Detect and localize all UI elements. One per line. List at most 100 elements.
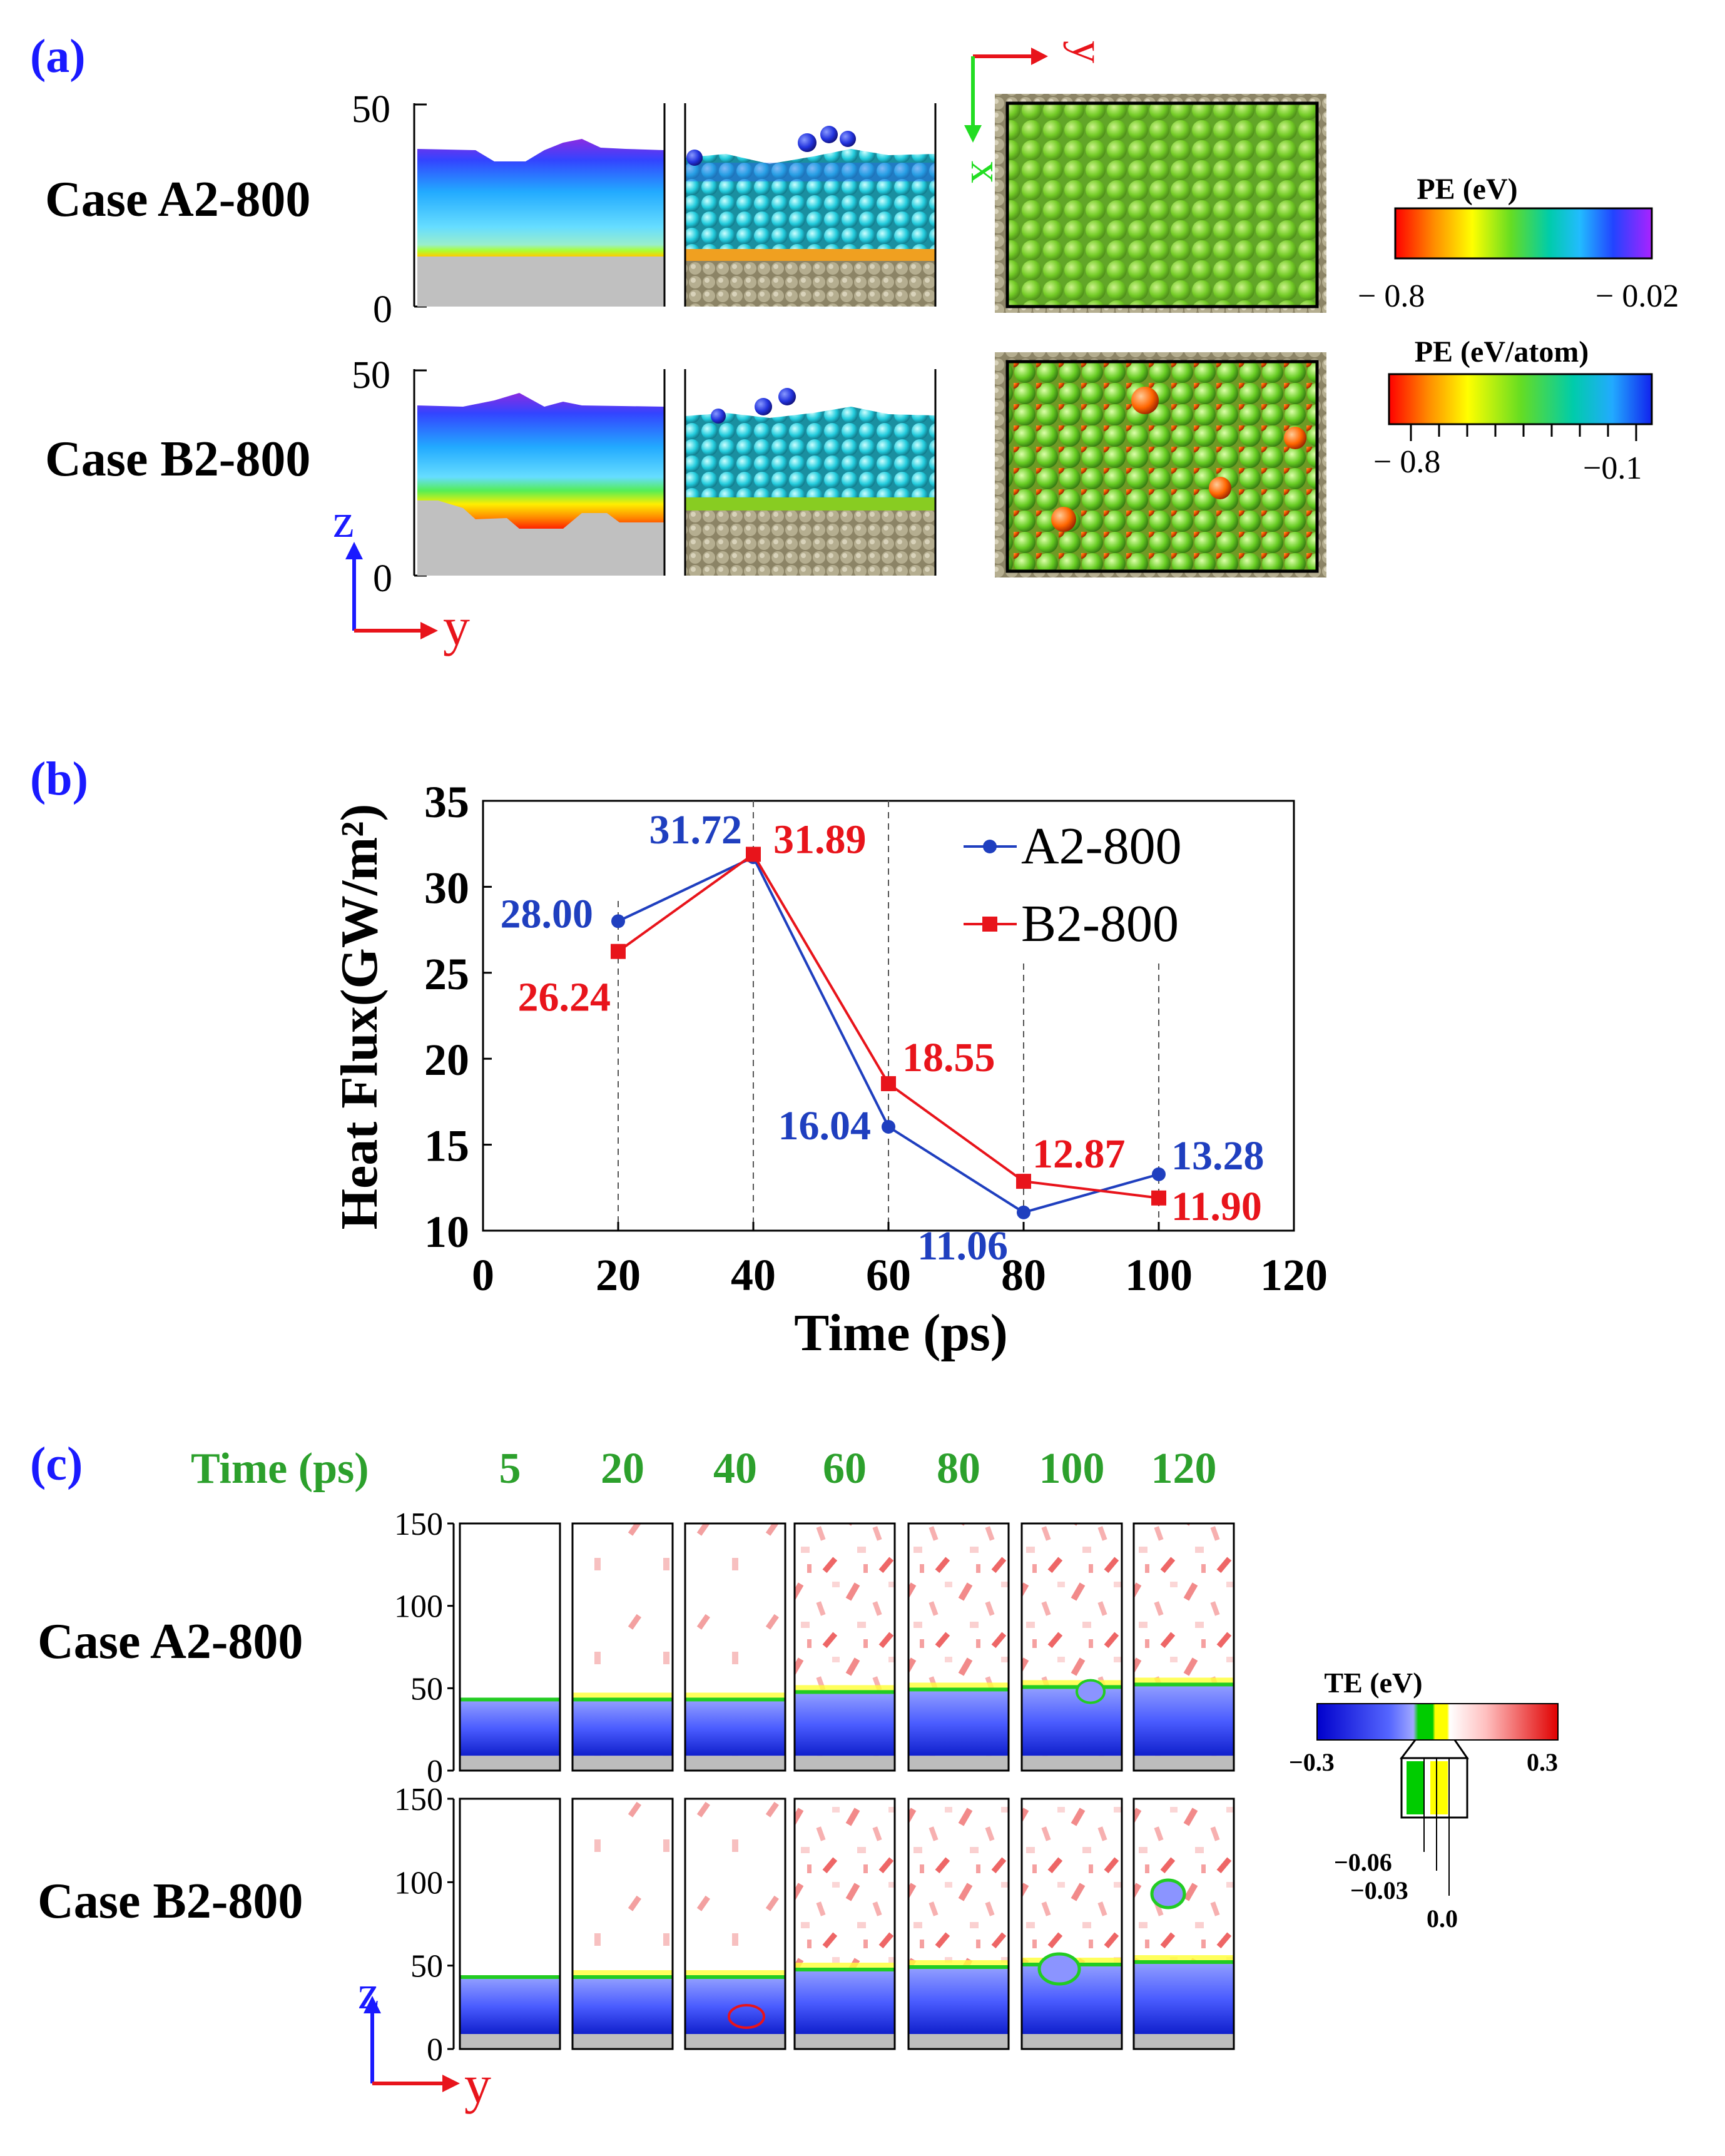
y-axis-title: Heat Flux(GW/m²) — [330, 804, 389, 1230]
colorbar-te-title: TE (eV) — [1324, 1667, 1422, 1699]
top-axis-y-label: y — [1063, 41, 1113, 63]
y-tick-label-10: 10 — [424, 1207, 469, 1257]
atoms-top-a — [995, 94, 1326, 313]
row-b-axis: 50 0 — [352, 354, 427, 600]
y-tick-label-30: 30 — [424, 863, 469, 913]
snapshot-tick-b-50: 50 — [410, 1949, 443, 1985]
x-tick-label-120: 120 — [1260, 1250, 1328, 1300]
time-label-40: 40 — [713, 1445, 757, 1493]
colorbar-te-inset-2: −0.03 — [1350, 1876, 1408, 1904]
x-tick-label-40: 40 — [731, 1250, 776, 1300]
case-b-label-c: Case B2-800 — [38, 1874, 303, 1929]
snapshot-b-100 — [1020, 1798, 1123, 2050]
case-a-label-c: Case A2-800 — [38, 1614, 303, 1669]
time-label-100: 100 — [1039, 1445, 1105, 1493]
snapshot-b-120 — [1132, 1798, 1235, 2050]
highlight-ring — [728, 2004, 765, 2029]
point-A2-800-100 — [1152, 1167, 1166, 1181]
legend: A2-800 B2-800 — [964, 817, 1182, 953]
data-label-A2-800-40: 31.72 — [649, 807, 743, 853]
snapshot-a-80 — [907, 1522, 1010, 1772]
contour-map-b — [417, 369, 666, 576]
axis-z-label-c: z — [358, 1966, 379, 2019]
tick-0-b: 0 — [373, 557, 392, 600]
colorbar-te-inset-3: 0.0 — [1427, 1904, 1458, 1933]
heat-flux-chart: 10 15 20 25 30 35 0 20 40 60 80 100 120 28.00 31.72 16… — [330, 777, 1328, 1362]
colorbar-te-min: −0.3 — [1289, 1748, 1335, 1776]
colorbar-te-inset-1: −0.06 — [1334, 1848, 1392, 1876]
legend-label-b: B2-800 — [1021, 895, 1179, 953]
snapshot-a-5 — [459, 1522, 561, 1772]
zy-axes-a: z y — [333, 495, 470, 656]
snapshot-tick-a-150: 150 — [394, 1507, 443, 1542]
time-header: Time (ps) — [191, 1445, 369, 1493]
atoms-side-b — [684, 369, 937, 576]
x-axis-title: Time (ps) — [794, 1304, 1007, 1362]
y-tick-label-20: 20 — [424, 1035, 469, 1085]
snapshot-a-20 — [571, 1522, 674, 1772]
legend-marker-b — [982, 917, 997, 932]
x-tick-label-60: 60 — [866, 1250, 911, 1300]
colorbar-pe-ev: PE (eV) − 0.8 − 0.02 — [1358, 173, 1679, 314]
data-label-A2-800-60: 16.04 — [778, 1103, 872, 1149]
point-A2-800-80 — [1017, 1205, 1030, 1219]
tick-50-a: 50 — [352, 88, 390, 131]
legend-label-a: A2-800 — [1021, 817, 1182, 875]
tick-50-b: 50 — [352, 354, 390, 397]
axis-y-label-c: y — [464, 2054, 491, 2114]
point-B2-800-20 — [611, 943, 626, 959]
x-tick-label-0: 0 — [472, 1250, 494, 1300]
time-label-20: 20 — [601, 1445, 644, 1493]
snapshot-tick-b-0: 0 — [427, 2032, 443, 2068]
x-tick-label-80: 80 — [1001, 1250, 1046, 1300]
panel-b-label: (b) — [30, 753, 88, 805]
snapshot-tick-a-0: 0 — [427, 1754, 443, 1789]
colorbar-te-max: 0.3 — [1527, 1748, 1558, 1776]
axis-y-label-a: y — [443, 596, 470, 656]
panel-a-label: (a) — [30, 30, 86, 83]
colorbar-pe-ev-title: PE (eV) — [1417, 173, 1517, 206]
point-B2-800-60 — [881, 1076, 896, 1092]
data-label-B2-800-100: 11.90 — [1171, 1184, 1262, 1229]
data-label-B2-800-40: 31.89 — [773, 816, 867, 862]
data-label-A2-800-100: 13.28 — [1171, 1133, 1264, 1179]
data-label-B2-800-60: 18.55 — [902, 1035, 995, 1081]
snapshot-a-100 — [1020, 1522, 1123, 1772]
y-tick-label-15: 15 — [424, 1121, 469, 1171]
snapshot-b-60 — [793, 1798, 896, 2050]
panel-a: (a) Case A2-800 Case B2-800 50 0 — [30, 30, 1679, 656]
data-label-A2-800-80: 11.06 — [917, 1223, 1008, 1269]
snapshot-a-120 — [1132, 1522, 1235, 1772]
snapshot-b-40 — [684, 1798, 786, 2050]
atoms-top-b — [995, 352, 1326, 577]
snapshot-b-80 — [907, 1798, 1010, 2050]
point-A2-800-60 — [882, 1120, 895, 1134]
colorbar-pe-atom-max: −0.1 — [1583, 450, 1642, 486]
panel-c: (c) Time (ps) 5 20 40 60 80 100 120 Case A2-80… — [30, 1438, 1559, 2114]
time-label-80: 80 — [937, 1445, 980, 1493]
case-b-label: Case B2-800 — [45, 432, 310, 487]
snapshot-tick-b-150: 150 — [394, 1782, 443, 1818]
legend-marker-a — [983, 840, 997, 853]
contour-map-a — [417, 103, 666, 307]
panel-b: (b) 10 15 20 25 30 35 0 20 40 60 80 100 120 28.00 31.… — [30, 753, 1328, 1362]
tick-0-a: 0 — [373, 288, 392, 331]
x-tick-label-20: 20 — [596, 1250, 641, 1300]
panel-c-label: (c) — [30, 1438, 83, 1490]
data-label-B2-800-20: 26.24 — [518, 975, 611, 1020]
x-tick-label-100: 100 — [1125, 1250, 1193, 1300]
point-A2-800-20 — [611, 914, 625, 928]
snapshot-a-40 — [684, 1522, 786, 1772]
axis-z-label-a: z — [333, 495, 354, 547]
row-a-axis: 50 0 — [352, 88, 427, 331]
snapshot-axis-a: 150 100 50 0 — [394, 1507, 455, 1789]
time-label-5: 5 — [499, 1445, 521, 1493]
snapshot-b-5 — [459, 1798, 561, 2050]
time-label-60: 60 — [823, 1445, 867, 1493]
atoms-side-a — [684, 103, 937, 307]
point-B2-800-40 — [746, 847, 761, 862]
colorbar-pe-ev-min: − 0.8 — [1358, 278, 1425, 314]
time-label-120: 120 — [1151, 1445, 1217, 1493]
snapshot-a-60 — [793, 1522, 896, 1772]
